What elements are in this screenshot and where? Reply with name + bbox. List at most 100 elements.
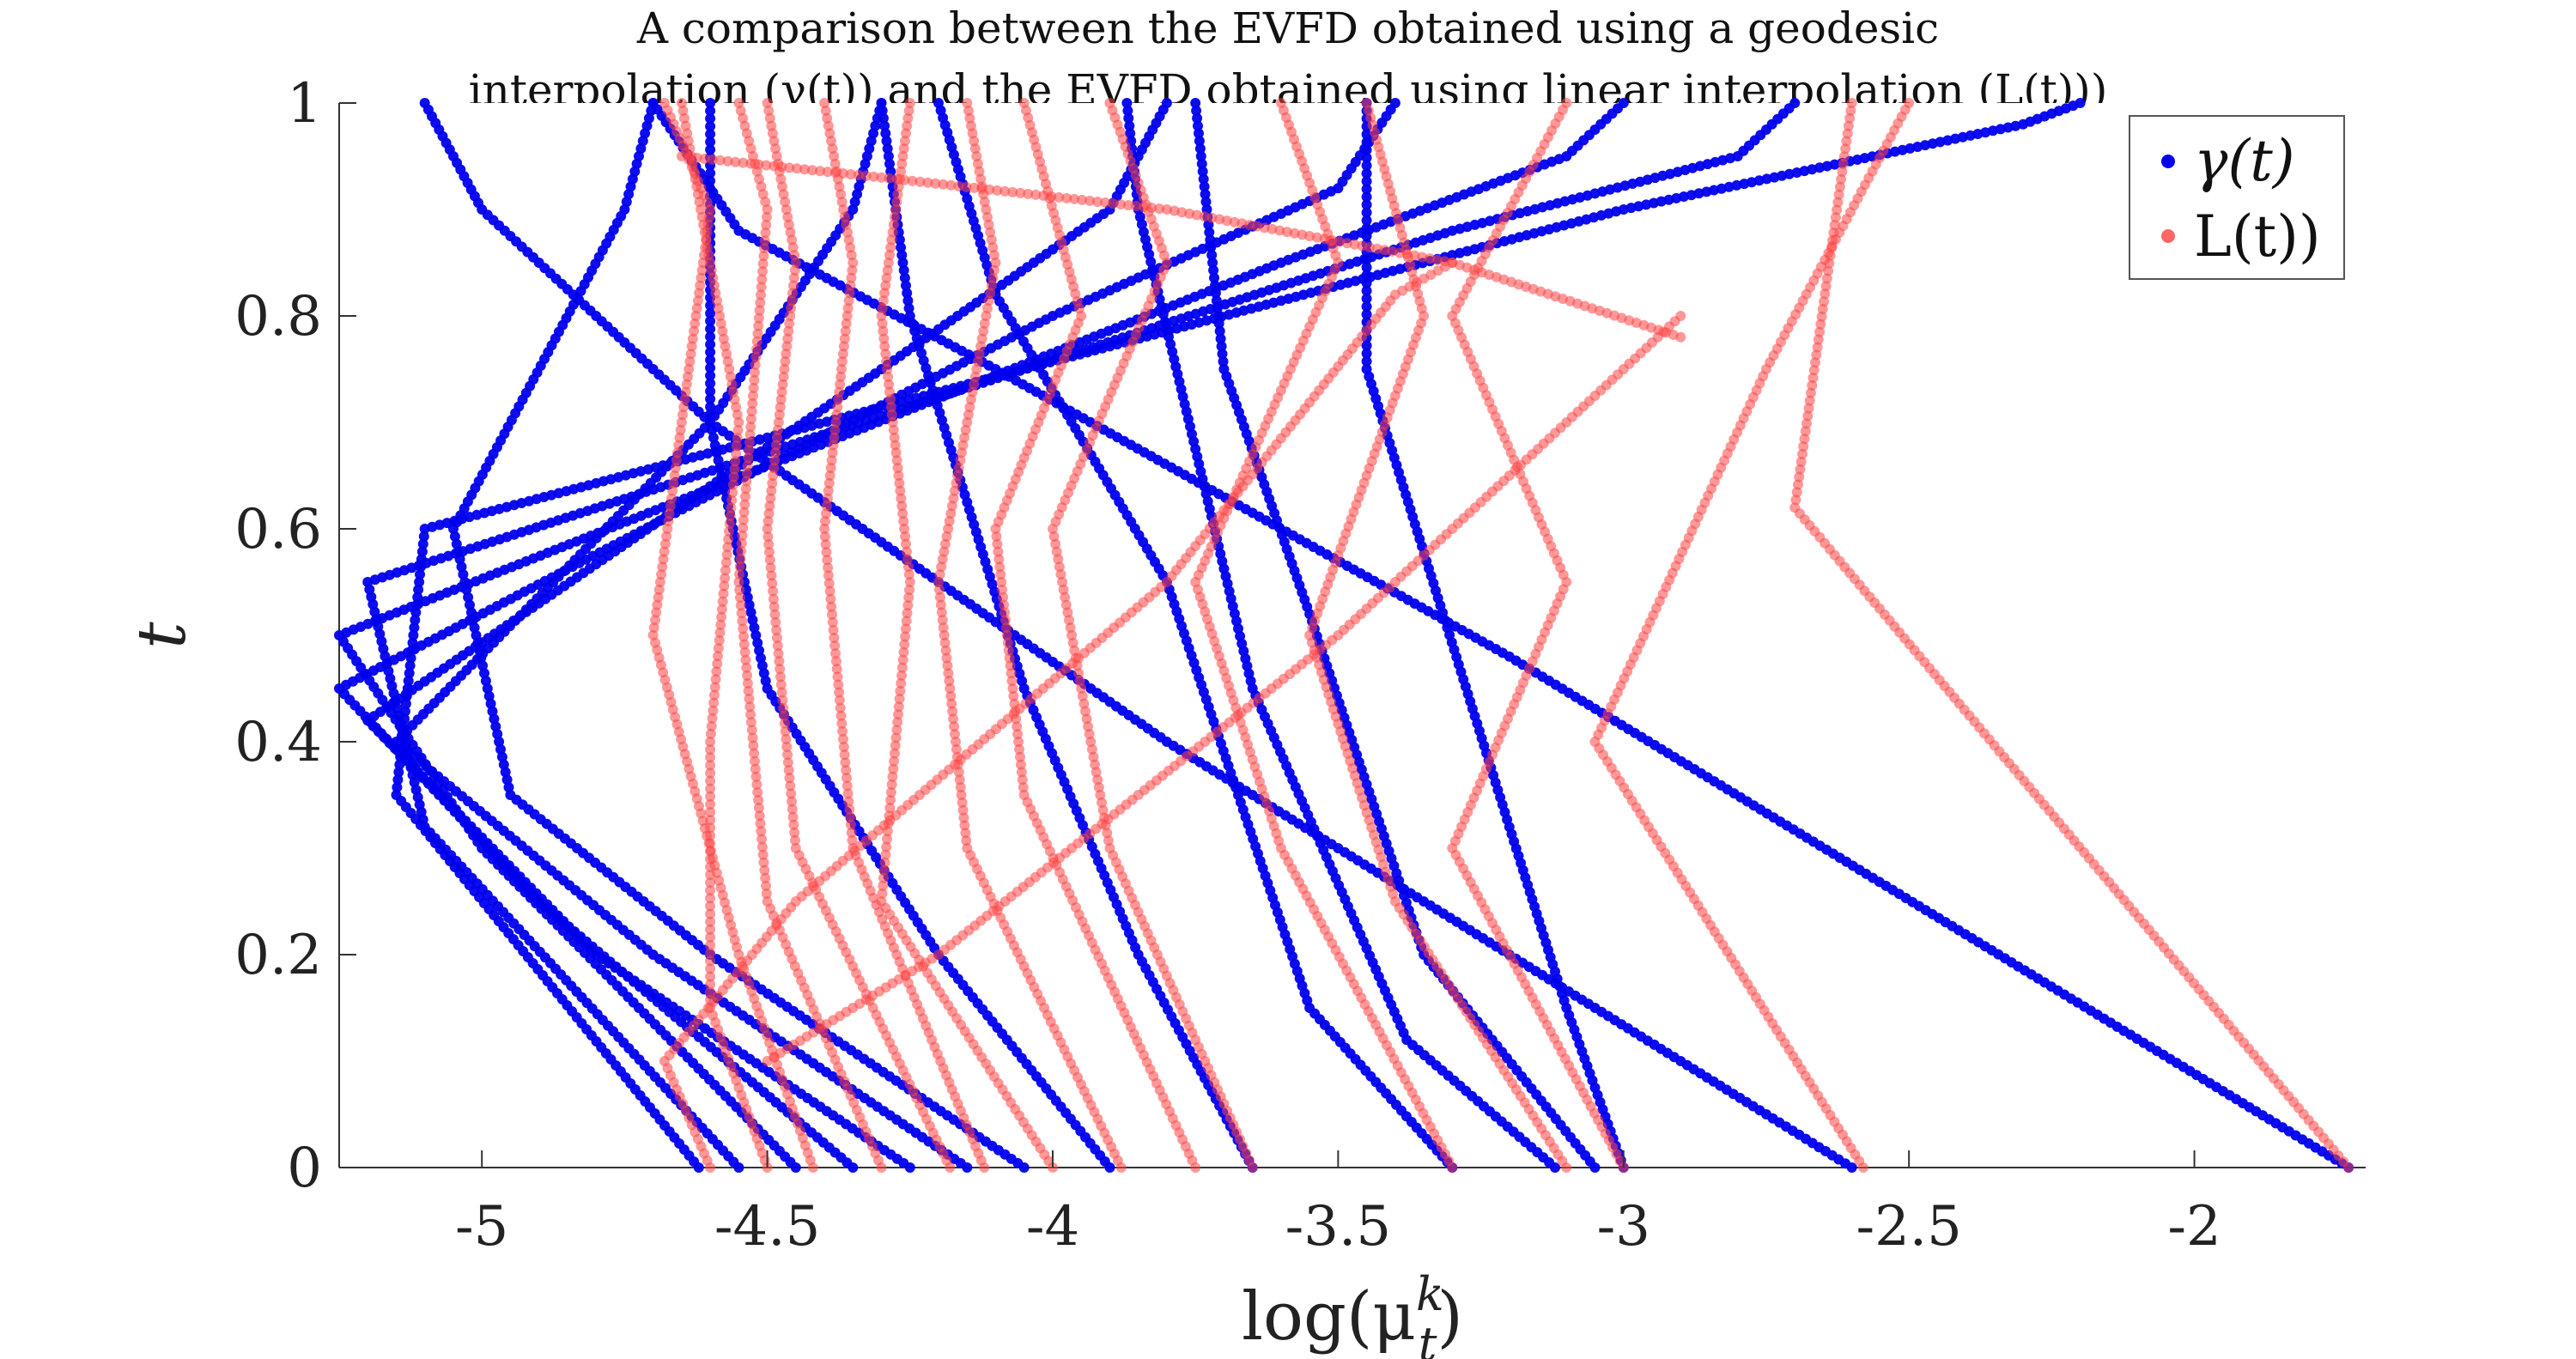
data-point <box>505 790 516 800</box>
series-0-curve-6 <box>876 98 1258 1173</box>
data-point <box>1124 120 1135 131</box>
data-point <box>1216 341 1227 352</box>
data-point <box>1194 136 1205 147</box>
data-point <box>494 737 505 747</box>
data-point <box>880 128 891 139</box>
data-point <box>747 615 758 626</box>
data-point <box>705 175 716 186</box>
data-point <box>1789 98 1801 108</box>
data-point <box>705 121 716 132</box>
data-point <box>1361 301 1372 312</box>
data-point <box>1214 325 1225 337</box>
data-point <box>1197 166 1208 177</box>
data-point <box>1846 98 1857 108</box>
data-point <box>1018 98 1030 108</box>
chart-title-line-1: A comparison between the EVFD obtained u… <box>636 3 1939 53</box>
data-point <box>1361 309 1372 320</box>
data-point <box>483 690 495 701</box>
data-point <box>894 234 905 246</box>
data-point <box>1190 98 1201 108</box>
data-point <box>899 272 910 283</box>
data-point <box>501 774 513 786</box>
data-point <box>419 98 430 108</box>
data-point <box>705 144 716 155</box>
data-point <box>1123 112 1134 124</box>
data-point <box>904 311 915 321</box>
data-point <box>471 630 482 640</box>
data-point <box>1194 143 1206 155</box>
data-point <box>482 683 493 694</box>
data-point <box>2075 98 2086 108</box>
data-point <box>902 288 913 299</box>
data-point <box>1206 250 1218 261</box>
data-point <box>819 98 830 108</box>
data-point <box>1361 364 1372 374</box>
data-point <box>1361 355 1372 367</box>
data-point <box>1361 207 1372 218</box>
data-point <box>882 143 893 155</box>
data-point <box>902 295 914 306</box>
data-point <box>901 280 911 291</box>
data-point <box>1361 348 1372 359</box>
data-point <box>1125 128 1136 139</box>
data-point <box>705 308 716 319</box>
data-point <box>1215 333 1226 344</box>
data-point <box>479 668 489 679</box>
data-point <box>1361 293 1372 304</box>
data-point <box>1361 160 1372 171</box>
data-point <box>1361 340 1372 351</box>
data-point <box>705 324 716 335</box>
data-point <box>896 250 908 261</box>
data-point <box>1361 184 1372 195</box>
data-point <box>933 98 944 108</box>
data-point <box>498 759 509 770</box>
data-point <box>752 637 763 648</box>
data-point <box>1361 215 1372 226</box>
data-point <box>1561 98 1572 108</box>
data-point <box>1191 105 1202 116</box>
data-point <box>1121 98 1133 108</box>
chart-title: A comparison between the EVFD obtained u… <box>469 3 2108 115</box>
data-point <box>705 113 716 124</box>
data-point <box>1207 258 1218 268</box>
data-point <box>1192 112 1203 124</box>
data-point <box>1361 176 1372 187</box>
data-point <box>744 599 755 610</box>
data-point <box>876 98 887 108</box>
data-point <box>881 136 892 147</box>
data-point <box>897 258 908 268</box>
data-point <box>1198 173 1209 185</box>
data-point <box>1196 158 1207 169</box>
data-point <box>705 401 716 412</box>
data-point <box>1122 105 1133 116</box>
data-point <box>449 531 460 542</box>
data-point <box>1217 349 1228 360</box>
data-point <box>1200 197 1212 208</box>
data-point <box>705 370 716 381</box>
data-point <box>896 242 907 253</box>
data-point <box>903 303 914 314</box>
data-point <box>1218 356 1229 367</box>
data-point <box>762 683 773 694</box>
data-point <box>1104 98 1115 108</box>
data-point <box>456 561 467 573</box>
data-point <box>762 98 773 108</box>
data-point <box>705 183 716 194</box>
data-point <box>1195 151 1206 161</box>
data-point <box>705 347 716 358</box>
data-point <box>1204 227 1215 238</box>
series-0 <box>334 98 2354 1173</box>
data-point <box>1361 262 1372 273</box>
data-point <box>705 137 716 148</box>
data-point <box>1361 168 1372 179</box>
data-point <box>705 393 716 404</box>
data-point <box>883 151 894 161</box>
data-point <box>705 378 716 389</box>
series-0-curve-0 <box>647 98 2354 1173</box>
data-point <box>705 98 716 108</box>
data-point <box>756 652 766 664</box>
data-point <box>705 129 716 140</box>
data-point <box>1199 181 1210 192</box>
data-point <box>1904 98 1915 108</box>
